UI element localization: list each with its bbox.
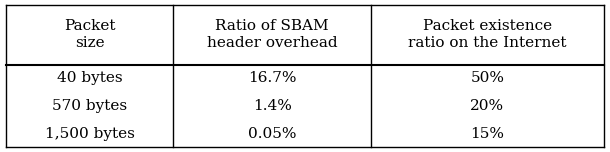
Text: 40 bytes: 40 bytes [57, 71, 123, 85]
Text: 16.7%: 16.7% [248, 71, 296, 85]
Text: Packet existence
ratio on the Internet: Packet existence ratio on the Internet [408, 19, 567, 50]
Text: 50%: 50% [470, 71, 504, 85]
Text: 570 bytes: 570 bytes [52, 99, 127, 113]
Text: 1,500 bytes: 1,500 bytes [45, 127, 135, 141]
Text: 20%: 20% [470, 99, 504, 113]
Text: Packet
size: Packet size [64, 19, 115, 50]
Text: 0.05%: 0.05% [248, 127, 296, 141]
Text: Ratio of SBAM
header overhead: Ratio of SBAM header overhead [207, 19, 337, 50]
Text: 15%: 15% [470, 127, 504, 141]
Text: 1.4%: 1.4% [253, 99, 292, 113]
